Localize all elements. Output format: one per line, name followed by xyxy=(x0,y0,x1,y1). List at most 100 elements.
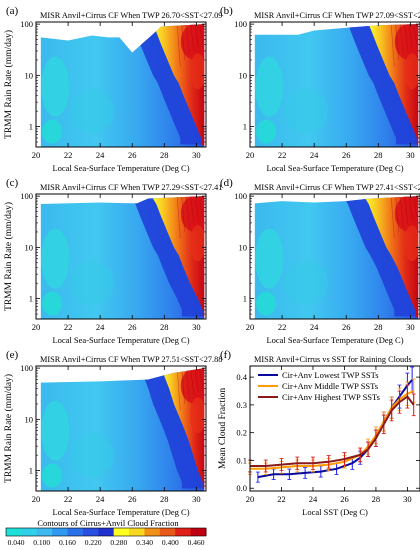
plot-frame xyxy=(35,21,207,148)
colorbar-swatch xyxy=(67,528,84,536)
x-tick-label: 28 xyxy=(374,322,383,332)
cyan-region xyxy=(70,261,115,306)
panel-title: MISR Anvil+Cirrus CF When TWP 26.70<SST<… xyxy=(40,11,222,20)
cyan-region xyxy=(42,463,63,488)
x-tick-label: 22 xyxy=(278,150,287,160)
x-tick-label: 30 xyxy=(406,322,415,332)
cyan-region xyxy=(42,119,63,144)
panel-label: (a) xyxy=(6,5,19,17)
series-line xyxy=(250,395,415,467)
y-tick-label: 0.2 xyxy=(236,428,247,438)
colorbar-tick-label: 0.160 xyxy=(59,538,76,547)
contour-line xyxy=(190,368,195,395)
colorbar-tick-label: 0.040 xyxy=(8,538,25,547)
panel-f: (f) MISR Anvil+Cirrus vs SST for Raining … xyxy=(218,349,420,517)
colorbar-swatch xyxy=(113,528,130,536)
y-tick-label: 100 xyxy=(20,19,33,29)
colorbar-swatch xyxy=(82,528,99,536)
y-tick-label: 100 xyxy=(20,191,33,201)
mask xyxy=(204,366,206,491)
y-tick-label: 10 xyxy=(25,242,34,252)
x-tick-label: 30 xyxy=(406,150,415,160)
heatmap-field xyxy=(40,24,205,147)
y-tick-label: 100 xyxy=(234,19,247,29)
colorbar-swatch xyxy=(175,528,192,536)
x-tick-label: 24 xyxy=(310,322,319,332)
contour-line xyxy=(399,24,404,56)
x-tick-label: 28 xyxy=(160,150,169,160)
series-3 xyxy=(248,384,416,473)
colorbar-swatch xyxy=(6,528,22,536)
x-tick-label: 30 xyxy=(192,322,201,332)
red-core xyxy=(394,24,419,60)
blue-band xyxy=(347,24,419,145)
contour-line xyxy=(194,196,199,220)
panel-label: (b) xyxy=(220,5,233,17)
cyan-region xyxy=(41,228,70,289)
contour-line xyxy=(199,24,204,45)
cyan-region xyxy=(255,228,284,289)
contour-line xyxy=(176,368,181,411)
panel-title: MISR Anvil+Cirrus CF When TWP 27.29<SST<… xyxy=(40,183,222,192)
colorbar-swatch xyxy=(144,528,161,536)
x-tick-label: 26 xyxy=(342,322,351,332)
colorbar-swatch xyxy=(190,528,207,536)
contour-line xyxy=(176,24,181,67)
y-tick-label: 10 xyxy=(25,70,34,80)
x-tick-label: 20 xyxy=(246,494,255,504)
colorbar-tick-label: 0.340 xyxy=(136,538,153,547)
panel-c: (c) MISR Anvil+Cirrus CF When TWP 27.29<S… xyxy=(3,177,222,345)
x-tick-label: 28 xyxy=(372,494,381,504)
x-tick-label: 24 xyxy=(310,150,319,160)
y-tick-label: 1 xyxy=(243,294,247,304)
contour-line xyxy=(181,368,186,404)
y-axis-label: TRMM Rain Rate (mm/day) xyxy=(3,30,14,139)
colorbar-swatch xyxy=(21,528,38,536)
red-core xyxy=(189,53,205,90)
x-tick-label: 28 xyxy=(160,322,169,332)
heatmap-field xyxy=(40,368,205,491)
x-tick-label: 20 xyxy=(32,150,41,160)
contour-line xyxy=(413,196,418,217)
contour-line xyxy=(176,196,181,239)
red-core xyxy=(403,225,419,262)
cyan-region xyxy=(284,89,329,134)
cyan-region xyxy=(42,291,63,316)
colorbar-tick-label: 0.280 xyxy=(110,538,127,547)
contour-line xyxy=(199,368,204,389)
contour-line xyxy=(185,368,190,400)
colorbar-title: Contours of Cirrus+Anvil Cloud Fraction xyxy=(37,518,179,528)
plot-frame xyxy=(249,21,420,148)
x-tick-label: 24 xyxy=(96,494,105,504)
blue-band xyxy=(140,368,205,489)
panel-e: (e) MISR Anvil+Cirrus CF When TWP 27.51<S… xyxy=(3,349,222,517)
y-tick-label: 0.0 xyxy=(236,483,247,493)
red-core xyxy=(180,196,205,232)
y-tick-label: 1 xyxy=(243,122,247,132)
panel-title: MISR Anvil+Cirrus CF When TWP 27.09<SST<… xyxy=(254,11,420,20)
contour-line xyxy=(399,196,404,228)
red-core xyxy=(394,196,419,232)
x-tick-label: 22 xyxy=(64,494,73,504)
y-tick-label: 100 xyxy=(234,191,247,201)
x-tick-label: 26 xyxy=(128,150,137,160)
y-tick-label: 1 xyxy=(29,294,33,304)
x-axis-label: Local Sea-Surface Temperature (Deg C) xyxy=(52,335,189,345)
y-tick-label: 0.4 xyxy=(236,372,247,382)
contour-line xyxy=(181,196,186,232)
y-tick-label: 0.3 xyxy=(236,400,247,410)
x-tick-label: 28 xyxy=(160,494,169,504)
contour-line xyxy=(404,24,409,51)
panel-label: (f) xyxy=(220,349,231,361)
cyan-region xyxy=(284,261,329,306)
panel-label: (e) xyxy=(6,349,19,361)
contour-line xyxy=(395,196,400,232)
contour-line xyxy=(404,196,409,223)
red-core xyxy=(189,397,205,434)
colorbar-tick-label: 0.220 xyxy=(85,538,102,547)
contour-line xyxy=(390,196,395,239)
panel-title: MISR Anvil+Cirrus CF When TWP 27.51<SST<… xyxy=(40,355,222,364)
plot-frame xyxy=(35,365,207,492)
panel-label: (c) xyxy=(6,177,19,189)
